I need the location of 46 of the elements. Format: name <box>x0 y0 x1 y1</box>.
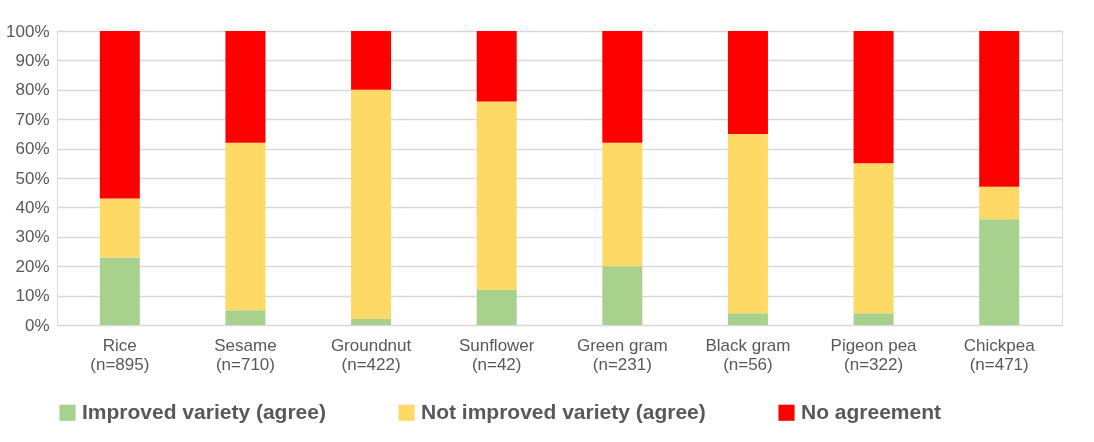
bar <box>476 289 517 325</box>
y-tick-label: 20% <box>15 256 50 276</box>
bar <box>99 257 140 325</box>
y-tick-label: 50% <box>15 168 50 188</box>
y-tick-label: 60% <box>15 139 50 159</box>
x-tick-label: Rice (n=895) <box>90 335 150 374</box>
bar <box>602 142 643 267</box>
legend-label: No agreement <box>801 399 942 423</box>
bar <box>853 163 894 314</box>
bar <box>225 142 266 311</box>
bar <box>979 219 1020 325</box>
bar <box>99 31 140 199</box>
bar <box>476 101 517 290</box>
bar <box>225 310 266 325</box>
bar <box>727 313 768 325</box>
bar <box>727 31 768 134</box>
bar <box>602 266 643 325</box>
bar <box>351 31 392 90</box>
x-tick-label: Green gram (n=231) <box>576 335 668 374</box>
y-tick-label: 0% <box>24 315 50 335</box>
bar <box>727 133 768 314</box>
bar <box>979 31 1020 187</box>
y-tick-label: 10% <box>15 286 50 306</box>
y-tick-label: 30% <box>15 227 50 247</box>
y-tick-label: 70% <box>15 109 50 129</box>
bar <box>99 198 140 258</box>
legend-label: Not improved variety (agree) <box>421 399 706 423</box>
x-tick-label: Sesame (n=710) <box>214 335 277 374</box>
y-tick-label: 80% <box>15 80 50 100</box>
x-tick-label: Sunflower (n=42) <box>458 335 535 374</box>
y-tick-label: 100% <box>6 21 50 41</box>
x-tick-label: Chickpea (n=471) <box>963 335 1036 374</box>
x-tick-label: Pigeon pea (n=322) <box>830 335 918 374</box>
bar <box>853 313 894 325</box>
y-tick-label: 90% <box>15 50 50 70</box>
x-tick-label: Black gram (n=56) <box>705 335 791 374</box>
bar <box>853 31 894 164</box>
legend-label: Improved variety (agree) <box>82 399 326 423</box>
bar <box>602 31 643 143</box>
x-tick-label: Groundnut (n=422) <box>330 335 412 374</box>
y-tick-label: 40% <box>15 197 50 217</box>
bar <box>225 31 266 143</box>
bar <box>351 89 392 320</box>
bar <box>476 31 517 102</box>
bar <box>979 186 1020 220</box>
bar <box>351 319 392 325</box>
